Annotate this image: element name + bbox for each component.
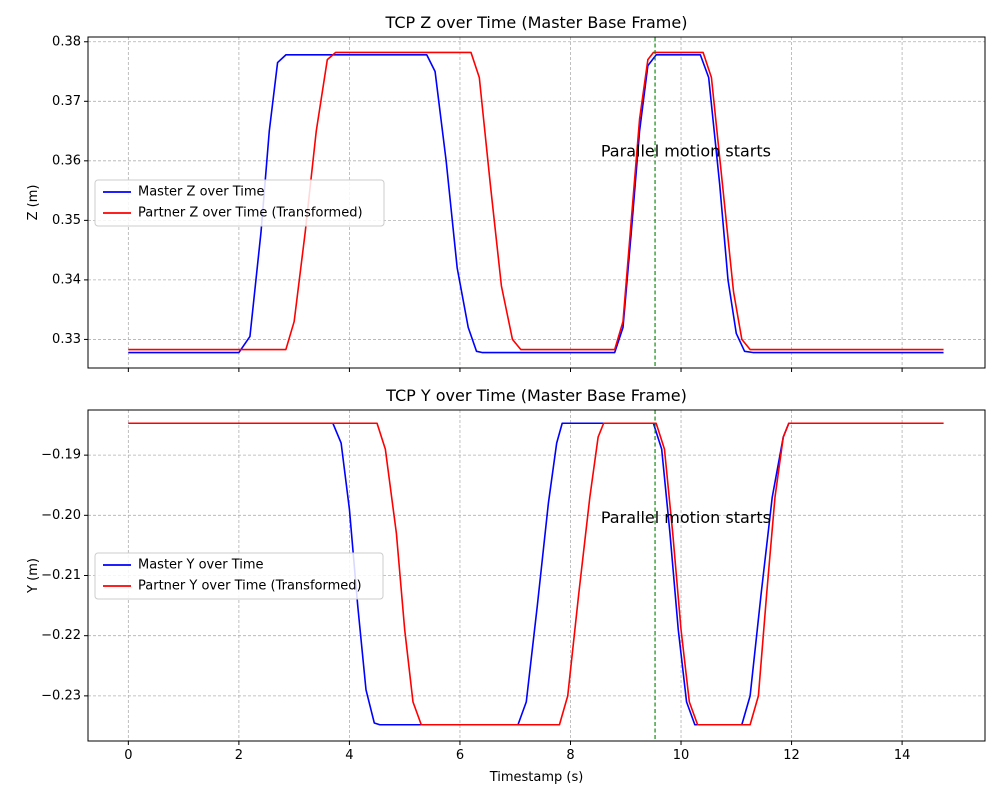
chart-0-ylabel: Z (m)	[26, 185, 41, 221]
chart-1-xtick-label-0: 0	[124, 748, 132, 763]
chart-1-xtick-label-1: 2	[235, 748, 243, 763]
chart-0-series-line-0	[128, 54, 944, 354]
chart-1-xtick-label-7: 14	[894, 748, 911, 763]
chart-1-ylabel: Y (m)	[26, 558, 41, 594]
chart-1-xtick-label-2: 4	[345, 748, 353, 763]
chart-1-legend-label-0: Master Y over Time	[138, 558, 264, 573]
chart-1-legend-label-1: Partner Y over Time (Transformed)	[138, 579, 362, 594]
chart-0-legend-label-0: Master Z over Time	[138, 185, 265, 200]
chart-1-xtick-label-6: 12	[783, 748, 800, 763]
chart-1-title: TCP Y over Time (Master Base Frame)	[385, 386, 687, 405]
chart-1-ytick-label-2: −0.21	[41, 568, 81, 583]
chart-1-ytick-label-4: −0.23	[41, 688, 81, 703]
chart-0-legend-box	[94, 179, 385, 227]
chart-0-ytick-label-5: 0.38	[52, 34, 81, 49]
chart-1-series-line-0	[128, 422, 944, 726]
chart-0-ytick-label-2: 0.35	[52, 213, 81, 228]
chart-1-ytick-label-3: −0.22	[41, 628, 81, 643]
chart-1-series-line-1	[128, 422, 944, 726]
chart-1-xlabel: Timestamp (s)	[489, 770, 584, 785]
chart-0-ytick-label-1: 0.34	[52, 272, 81, 287]
chart-1-xtick-label-4: 8	[566, 748, 574, 763]
chart-1-ytick-label-1: −0.20	[41, 508, 81, 523]
chart-0-legend-label-1: Partner Z over Time (Transformed)	[138, 206, 363, 221]
chart-0-group: Parallel motion starts 0.33 0.34 0.35 0.36 0.…	[26, 13, 986, 372]
chart-1-group: Parallel motion starts 0 2 4 6 8 10 12 14 −0.19 −0…	[26, 386, 986, 785]
chart-1-annotation: Parallel motion starts	[601, 508, 771, 527]
chart-0-ytick-label-4: 0.37	[52, 94, 81, 109]
chart-0-title: TCP Z over Time (Master Base Frame)	[385, 13, 688, 32]
chart-0-ytick-label-0: 0.33	[52, 332, 81, 347]
chart-0-axes-frame	[87, 36, 986, 369]
chart-1-legend-box	[94, 552, 384, 600]
chart-0-series-line-1	[128, 51, 944, 351]
chart-0-annotation: Parallel motion starts	[601, 141, 771, 160]
chart-1-ytick-label-0: −0.19	[41, 448, 81, 463]
chart-0-ytick-label-3: 0.36	[52, 153, 81, 168]
chart-1-xtick-label-3: 6	[456, 748, 464, 763]
chart-1-xtick-label-5: 10	[673, 748, 690, 763]
